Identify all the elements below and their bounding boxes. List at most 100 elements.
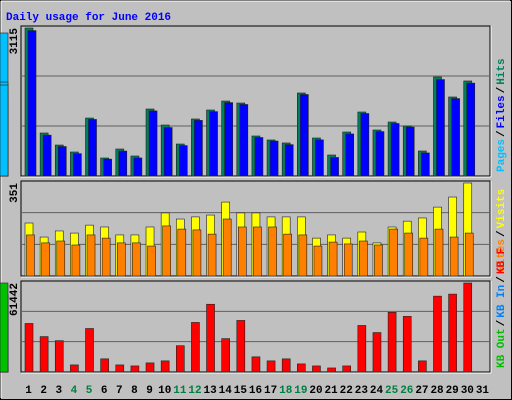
bar (404, 232, 414, 277)
bar (101, 237, 111, 277)
bar (86, 234, 96, 277)
x-tick-label: 22 (340, 385, 353, 397)
bar (419, 237, 429, 277)
x-tick-label: 6 (101, 385, 108, 397)
bar (103, 158, 112, 177)
bar (175, 345, 185, 373)
bar (330, 157, 339, 177)
bar (56, 240, 66, 277)
x-tick-label: 20 (309, 385, 322, 397)
legend-separator: / (496, 230, 508, 237)
legend-entry: KB Out (496, 328, 508, 368)
bar (269, 140, 279, 177)
bar (418, 360, 427, 373)
bar (298, 234, 308, 277)
bar (327, 367, 336, 373)
y-tick-label: 351 (9, 183, 21, 203)
bar (300, 94, 309, 177)
legend-entry: KB In (496, 285, 508, 318)
x-tick-label: 2 (40, 385, 47, 397)
bar (254, 137, 264, 177)
bar (372, 332, 382, 373)
bar (70, 364, 79, 373)
bar (224, 102, 233, 177)
x-tick-label: 9 (146, 385, 153, 397)
bar (85, 328, 94, 373)
bar (0, 84, 9, 177)
bar (57, 146, 67, 177)
bar (238, 226, 247, 277)
x-tick-label: 11 (173, 385, 187, 397)
bar (253, 226, 262, 277)
x-tick-label: 25 (385, 385, 399, 397)
bar (191, 322, 200, 373)
x-tick-label: 31 (476, 385, 490, 397)
bar (342, 365, 352, 373)
x-tick-label: 16 (249, 385, 262, 397)
bar (374, 244, 383, 277)
legend-separator: / (496, 86, 508, 93)
bar (209, 111, 218, 177)
bar (236, 320, 246, 373)
legend-entry: Visits (496, 189, 508, 229)
x-tick-label: 8 (131, 385, 138, 397)
bar (345, 133, 355, 177)
bar (0, 282, 9, 373)
legend: KB Out/KB In/KB F (496, 248, 508, 368)
x-tick-label: 21 (325, 385, 339, 397)
bar (405, 126, 415, 177)
bar (389, 228, 398, 277)
bar (402, 316, 412, 373)
bar (73, 153, 82, 177)
bar (357, 325, 367, 373)
x-tick-label: 5 (86, 385, 93, 397)
x-tick-label: 26 (400, 385, 413, 397)
bar (147, 245, 156, 277)
bar (312, 365, 321, 373)
bar (24, 323, 34, 373)
bar (251, 356, 261, 373)
bar (375, 131, 385, 177)
bar (27, 30, 37, 177)
legend: Pages / Files / Hits (496, 58, 508, 172)
bar (328, 241, 338, 277)
bar (118, 150, 128, 177)
chart-title: Daily usage for June 2016 (6, 12, 171, 24)
bar (207, 233, 217, 277)
bar (343, 243, 353, 277)
x-tick-label: 12 (188, 385, 201, 397)
bar (130, 365, 140, 373)
bar (116, 242, 126, 277)
x-tick-label: 24 (370, 385, 384, 397)
x-tick-label: 27 (415, 385, 428, 397)
bar (192, 229, 202, 277)
legend-entry: Files (496, 95, 508, 128)
bar (88, 119, 97, 177)
bar (71, 244, 81, 277)
bar (115, 364, 125, 373)
bar (268, 226, 277, 277)
bar (145, 362, 155, 373)
x-tick-label: 1 (25, 385, 32, 397)
bar (463, 282, 473, 373)
legend: Sites /Visits (496, 189, 508, 272)
x-tick-label: 17 (264, 385, 277, 397)
x-tick-label: 10 (158, 385, 171, 397)
bar (448, 293, 457, 373)
bar (436, 79, 445, 177)
bar (281, 358, 291, 373)
bar (421, 152, 430, 177)
x-tick-label: 13 (204, 385, 218, 397)
y-tick-label: 3115 (9, 28, 21, 55)
bar (239, 104, 249, 177)
bar (434, 228, 444, 277)
x-tick-label: 14 (219, 385, 233, 397)
legend-entry: Pages (496, 139, 508, 172)
bar (222, 218, 232, 277)
legend-separator: / (496, 130, 508, 137)
bar (177, 228, 187, 277)
bar (54, 340, 64, 373)
bar (100, 358, 109, 373)
x-tick-label: 29 (446, 385, 459, 397)
